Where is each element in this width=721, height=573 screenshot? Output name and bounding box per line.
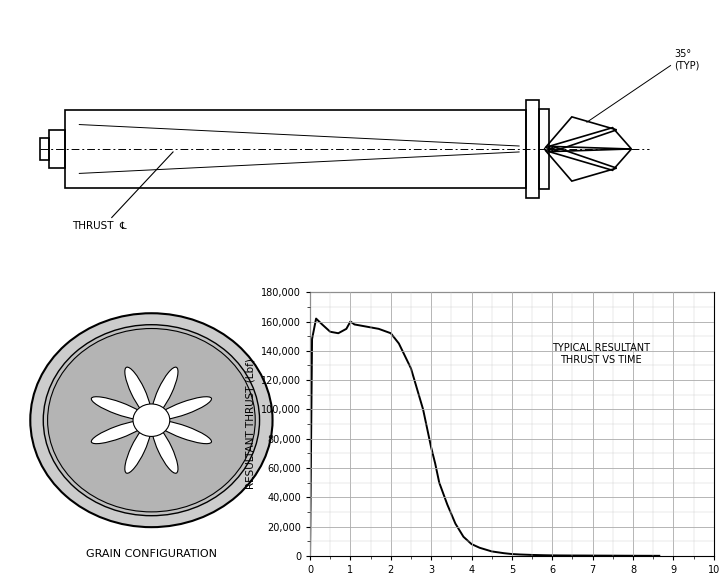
Circle shape bbox=[48, 328, 255, 512]
Ellipse shape bbox=[125, 367, 151, 415]
Circle shape bbox=[133, 404, 170, 437]
Ellipse shape bbox=[152, 425, 178, 473]
Circle shape bbox=[30, 313, 273, 527]
Ellipse shape bbox=[125, 425, 151, 473]
Text: GRAIN CONFIGURATION: GRAIN CONFIGURATION bbox=[86, 549, 217, 559]
Ellipse shape bbox=[157, 397, 211, 419]
Text: THRUST  ℄: THRUST ℄ bbox=[72, 221, 127, 231]
Ellipse shape bbox=[152, 367, 178, 415]
Text: TYPICAL RESULTANT
THRUST VS TIME: TYPICAL RESULTANT THRUST VS TIME bbox=[552, 343, 650, 364]
Text: 35°
(TYP): 35° (TYP) bbox=[674, 49, 699, 70]
Y-axis label: RESULTANT THRUST (Lbf): RESULTANT THRUST (Lbf) bbox=[245, 359, 255, 489]
Circle shape bbox=[43, 325, 260, 516]
Ellipse shape bbox=[157, 421, 211, 444]
Ellipse shape bbox=[92, 421, 146, 444]
Ellipse shape bbox=[92, 397, 146, 419]
